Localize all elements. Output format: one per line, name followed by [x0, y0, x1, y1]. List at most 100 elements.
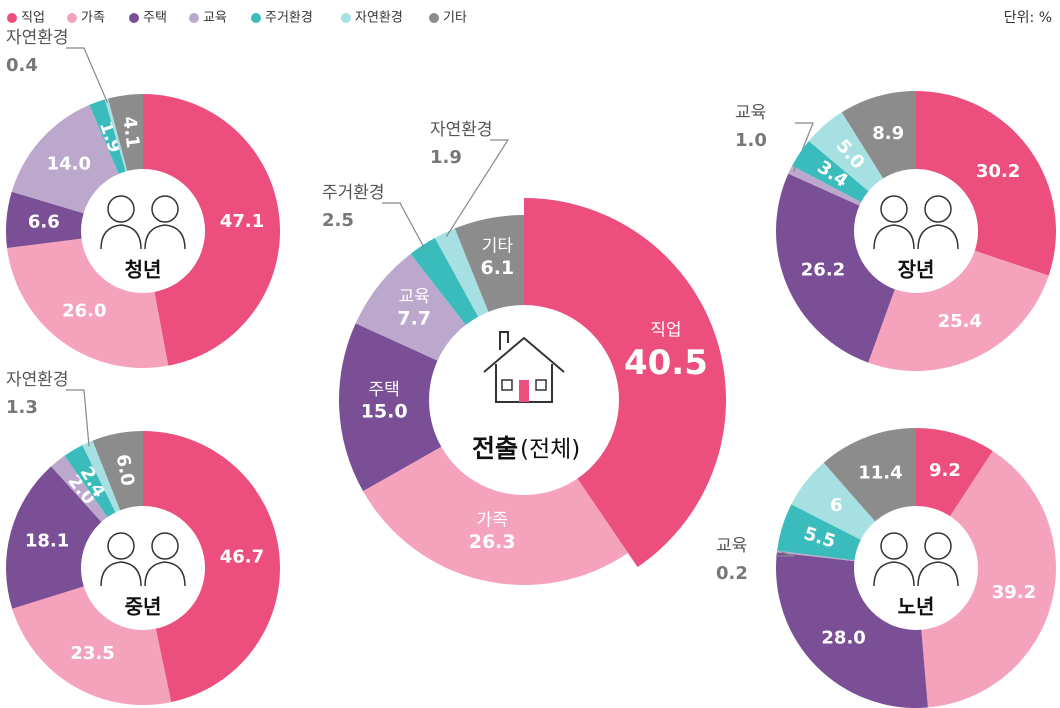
value-label: 14.0	[47, 154, 91, 175]
external-value: 2.5	[322, 210, 354, 231]
leader-line	[382, 202, 426, 250]
chart-title: 청년	[125, 258, 162, 282]
value-label: 26.0	[62, 300, 106, 321]
value-label: 25.4	[938, 311, 982, 332]
external-category: 교육	[716, 536, 747, 556]
external-value: 0.4	[6, 55, 38, 76]
external-value: 0.2	[716, 563, 748, 584]
icon-head	[151, 195, 179, 223]
donut-slice	[104, 98, 128, 172]
external-value: 1.3	[6, 397, 38, 418]
legend-label: 직업	[21, 11, 45, 26]
slice-category: 직업	[650, 320, 681, 340]
icon-body	[873, 224, 915, 250]
value-label: 18.1	[25, 531, 69, 552]
donut-slice	[92, 431, 143, 511]
donut-slice	[841, 91, 916, 179]
legend-label: 가족	[81, 11, 105, 26]
donut-slice	[823, 428, 916, 522]
value-label: 15.0	[361, 401, 408, 423]
external-category: 주거환경	[322, 183, 385, 203]
donut-slice	[12, 586, 172, 706]
legend-label: 주거환경	[265, 11, 313, 26]
icon-head	[151, 532, 179, 560]
external-category: 자연환경	[6, 370, 69, 390]
icon-head	[107, 195, 135, 223]
icon-body	[917, 224, 959, 250]
house-window	[501, 379, 513, 391]
value-label: 7.7	[397, 308, 431, 330]
slice-category: 교육	[399, 287, 430, 307]
chart-title: 장년	[898, 258, 935, 282]
chart-title: 노년	[898, 595, 935, 619]
external-category: 자연환경	[430, 120, 493, 140]
legend-label: 교육	[203, 11, 227, 26]
donut-hole	[83, 508, 203, 628]
icon-body	[144, 561, 186, 587]
donut-slice	[108, 94, 143, 172]
house-door	[519, 380, 529, 402]
donut-slice	[916, 428, 993, 517]
external-category: 교육	[735, 103, 766, 123]
icon-head	[880, 532, 908, 560]
slice-category: 가족	[477, 510, 508, 530]
value-label: 8.9	[872, 123, 904, 144]
external-value: 1.0	[735, 130, 767, 151]
donut-slice	[788, 165, 862, 206]
donut-slice	[777, 504, 861, 561]
value-label: 47.1	[220, 211, 264, 232]
legend-dot	[7, 13, 17, 23]
legend-label: 주택	[143, 11, 167, 26]
donut-slice	[82, 440, 121, 513]
donut-hole	[856, 171, 976, 291]
icon-body	[144, 224, 186, 250]
legend-dot	[341, 13, 351, 23]
legend-dot	[429, 13, 439, 23]
donut-slice	[51, 455, 108, 523]
value-label: 30.2	[976, 161, 1020, 182]
leader-line	[66, 389, 90, 447]
value-label: 26.2	[801, 259, 845, 280]
donut-slice	[11, 104, 119, 214]
value-label: 6.1	[480, 257, 514, 279]
donut-slice	[434, 228, 489, 317]
donut-slice	[791, 462, 876, 540]
value-label: 46.7	[220, 547, 264, 568]
donut-slice	[524, 198, 726, 568]
legend-label: 기타	[443, 11, 467, 26]
donut-slice	[410, 237, 479, 325]
value-label: 4.1	[118, 115, 143, 149]
icon-head	[880, 195, 908, 223]
icon-head	[107, 532, 135, 560]
icon-body	[873, 561, 915, 587]
donut-slice	[454, 215, 524, 312]
donut-hole	[856, 508, 976, 628]
value-label: 39.2	[992, 582, 1036, 603]
donut-slice	[89, 99, 126, 174]
donut-slice	[776, 173, 895, 363]
donut-slice	[339, 323, 442, 492]
leader-line	[66, 47, 109, 104]
donut-slice	[5, 191, 84, 248]
legend-dot	[189, 13, 199, 23]
legend-label: 자연환경	[355, 11, 403, 26]
house-window	[535, 379, 547, 391]
chart-title: 전출	[472, 434, 518, 463]
icon-body	[100, 224, 142, 250]
donut-slice	[143, 94, 281, 366]
external-category: 자연환경	[6, 28, 69, 48]
donut-slice	[64, 445, 116, 518]
leader-line	[445, 139, 510, 237]
value-label: 23.5	[70, 643, 114, 664]
icon-body	[100, 561, 142, 587]
donut-slice	[792, 140, 869, 203]
unit-label: 단위: %	[1004, 10, 1052, 26]
icon-head	[924, 195, 952, 223]
chart-title: 중년	[125, 595, 162, 619]
donut-hole	[83, 171, 203, 291]
value-label: 11.4	[858, 462, 902, 483]
